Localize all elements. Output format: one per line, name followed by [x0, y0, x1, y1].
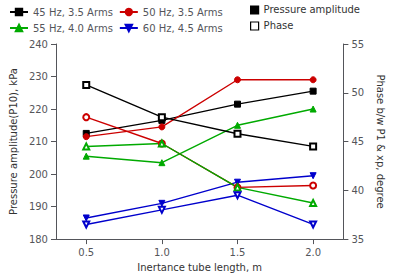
svg-text:0.5: 0.5: [78, 247, 94, 258]
svg-text:2.0: 2.0: [305, 247, 321, 258]
svg-text:45: 45: [351, 136, 364, 147]
svg-text:60 Hz, 4.5 Arms: 60 Hz, 4.5 Arms: [143, 23, 223, 34]
svg-text:Pressure amplitude: Pressure amplitude: [264, 4, 360, 15]
svg-text:1.5: 1.5: [230, 247, 246, 258]
svg-text:Inertance tube length, m: Inertance tube length, m: [137, 262, 262, 273]
svg-text:35: 35: [351, 234, 364, 245]
svg-text:50 Hz, 3.5 Arms: 50 Hz, 3.5 Arms: [143, 7, 223, 18]
svg-text:Phase b/w P1 & xp, degree: Phase b/w P1 & xp, degree: [375, 74, 386, 208]
svg-text:Phase: Phase: [264, 20, 294, 31]
svg-text:45 Hz, 3.5 Arms: 45 Hz, 3.5 Arms: [33, 7, 113, 18]
svg-text:1.0: 1.0: [154, 247, 170, 258]
svg-text:50: 50: [351, 87, 364, 98]
svg-text:55: 55: [351, 39, 364, 50]
svg-text:220: 220: [29, 104, 48, 115]
svg-text:210: 210: [29, 136, 48, 147]
svg-text:40: 40: [351, 185, 364, 196]
svg-text:55 Hz, 4.0 Arms: 55 Hz, 4.0 Arms: [33, 23, 113, 34]
svg-text:240: 240: [29, 39, 48, 50]
svg-text:190: 190: [29, 201, 48, 212]
svg-text:Pressure amplitude(P10), kPa: Pressure amplitude(P10), kPa: [8, 68, 19, 215]
svg-text:180: 180: [29, 234, 48, 245]
svg-text:200: 200: [29, 169, 48, 180]
svg-text:230: 230: [29, 71, 48, 82]
